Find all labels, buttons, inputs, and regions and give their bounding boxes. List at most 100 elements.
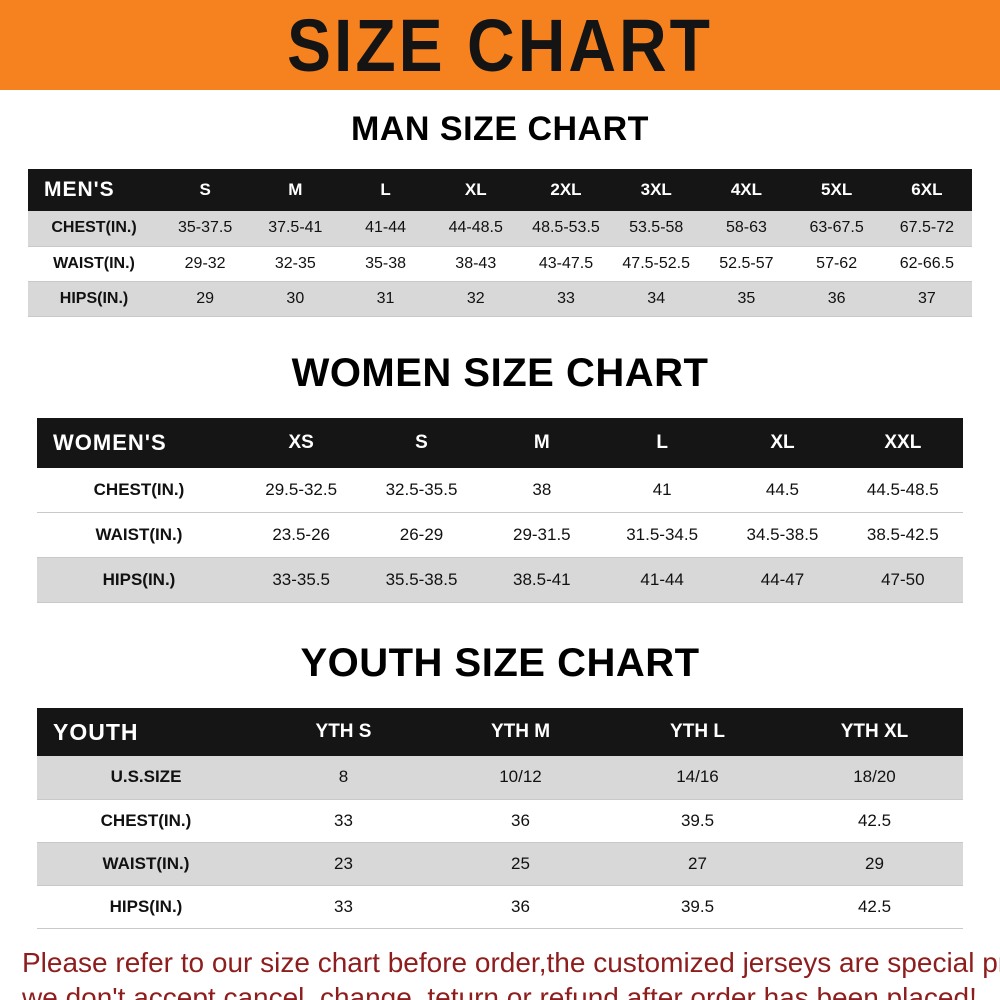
mens-size-header: S bbox=[160, 169, 251, 211]
size-value-cell: 25 bbox=[432, 842, 609, 886]
size-value-cell: 33 bbox=[520, 281, 612, 317]
row-label-cell: WAIST(IN.) bbox=[37, 842, 255, 886]
mens-size-header: M bbox=[250, 169, 341, 211]
womens-size-header: XL bbox=[722, 417, 843, 468]
mens-size-header: 3XL bbox=[611, 169, 702, 211]
womens-corner-header: WOMEN'S bbox=[37, 417, 241, 468]
size-value-cell: 41 bbox=[601, 467, 723, 513]
size-value-cell: 57-62 bbox=[791, 246, 882, 282]
row-label-cell: U.S.SIZE bbox=[37, 756, 255, 800]
womens-size-table: WOMEN'S XS S M L XL XXL CHEST(IN.) 29.5-… bbox=[37, 417, 963, 603]
youth-ussize-row: U.S.SIZE 8 10/12 14/16 18/20 bbox=[37, 756, 963, 800]
youth-section-heading: YOUTH SIZE CHART bbox=[300, 641, 700, 685]
size-value-cell: 8 bbox=[255, 756, 432, 800]
size-value-cell: 30 bbox=[250, 281, 341, 317]
youth-size-header: YTH L bbox=[609, 708, 786, 756]
row-label-cell: HIPS(IN.) bbox=[28, 281, 160, 317]
size-value-cell: 36 bbox=[791, 281, 882, 317]
womens-size-header: XXL bbox=[842, 417, 963, 468]
size-value-cell: 42.5 bbox=[786, 885, 963, 929]
size-value-cell: 37 bbox=[881, 281, 972, 317]
footer-note: Please refer to our size chart before or… bbox=[0, 945, 1000, 1000]
size-value-cell: 38 bbox=[481, 467, 602, 513]
mens-waist-row: WAIST(IN.) 29-32 32-35 35-38 38-43 43-47… bbox=[28, 246, 972, 282]
mens-size-header: L bbox=[340, 169, 431, 211]
size-value-cell: 38-43 bbox=[430, 246, 521, 282]
size-value-cell: 23 bbox=[255, 842, 432, 886]
womens-waist-row: WAIST(IN.) 23.5-26 26-29 29-31.5 31.5-34… bbox=[37, 512, 963, 558]
row-label-cell: CHEST(IN.) bbox=[37, 799, 255, 843]
size-value-cell: 33 bbox=[255, 885, 432, 929]
size-value-cell: 38.5-41 bbox=[481, 557, 602, 603]
banner: SIZE CHART bbox=[0, 0, 1000, 90]
mens-size-header: 5XL bbox=[791, 169, 882, 211]
youth-hips-row: HIPS(IN.) 33 36 39.5 42.5 bbox=[37, 885, 963, 929]
womens-size-header: L bbox=[601, 417, 723, 468]
size-value-cell: 34 bbox=[611, 281, 702, 317]
size-value-cell: 29.5-32.5 bbox=[241, 467, 362, 513]
women-section: WOMEN SIZE CHART WOMEN'S XS S M L XL XXL… bbox=[0, 350, 1000, 603]
size-value-cell: 31.5-34.5 bbox=[601, 512, 723, 558]
women-section-heading: WOMEN SIZE CHART bbox=[291, 350, 709, 395]
page-title: SIZE CHART bbox=[287, 3, 713, 87]
size-value-cell: 14/16 bbox=[609, 756, 786, 800]
womens-hips-row: HIPS(IN.) 33-35.5 35.5-38.5 38.5-41 41-4… bbox=[37, 557, 963, 603]
youth-corner-header: YOUTH bbox=[37, 708, 255, 756]
row-label-cell: WAIST(IN.) bbox=[37, 512, 241, 558]
size-value-cell: 39.5 bbox=[609, 885, 786, 929]
size-value-cell: 44.5 bbox=[722, 467, 843, 513]
youth-chest-row: CHEST(IN.) 33 36 39.5 42.5 bbox=[37, 799, 963, 843]
size-value-cell: 52.5-57 bbox=[701, 246, 792, 282]
size-value-cell: 35-38 bbox=[340, 246, 431, 282]
row-label-cell: CHEST(IN.) bbox=[28, 211, 160, 247]
footer-line-1: Please refer to our size chart before or… bbox=[22, 946, 1000, 978]
size-value-cell: 10/12 bbox=[432, 756, 609, 800]
youth-size-header: YTH XL bbox=[786, 708, 963, 756]
youth-section: YOUTH SIZE CHART YOUTH YTH S YTH M YTH L… bbox=[0, 641, 1000, 929]
youth-size-header: YTH S bbox=[255, 708, 432, 756]
size-value-cell: 32-35 bbox=[250, 246, 341, 282]
size-value-cell: 26-29 bbox=[361, 512, 482, 558]
youth-size-header: YTH M bbox=[432, 708, 609, 756]
youth-waist-row: WAIST(IN.) 23 25 27 29 bbox=[37, 842, 963, 886]
size-value-cell: 29 bbox=[786, 842, 963, 886]
size-value-cell: 44-47 bbox=[722, 557, 843, 603]
size-value-cell: 58-63 bbox=[701, 211, 792, 247]
size-value-cell: 36 bbox=[432, 799, 609, 843]
womens-chest-row: CHEST(IN.) 29.5-32.5 32.5-35.5 38 41 44.… bbox=[37, 467, 963, 513]
size-value-cell: 39.5 bbox=[609, 799, 786, 843]
mens-size-table: MEN'S S M L XL 2XL 3XL 4XL 5XL 6XL CHEST… bbox=[28, 169, 972, 317]
size-value-cell: 38.5-42.5 bbox=[842, 512, 963, 558]
size-value-cell: 42.5 bbox=[786, 799, 963, 843]
size-value-cell: 18/20 bbox=[786, 756, 963, 800]
man-section-heading: MAN SIZE CHART bbox=[351, 110, 649, 148]
size-value-cell: 34.5-38.5 bbox=[722, 512, 843, 558]
size-value-cell: 41-44 bbox=[340, 211, 431, 247]
row-label-cell: HIPS(IN.) bbox=[37, 557, 241, 603]
size-value-cell: 29 bbox=[160, 281, 251, 317]
footer-line-2: we don't accept cancel, change, teturn o… bbox=[22, 981, 977, 1000]
mens-size-header: XL bbox=[430, 169, 521, 211]
size-value-cell: 37.5-41 bbox=[250, 211, 341, 247]
size-value-cell: 63-67.5 bbox=[791, 211, 882, 247]
size-value-cell: 53.5-58 bbox=[611, 211, 702, 247]
size-value-cell: 62-66.5 bbox=[881, 246, 972, 282]
size-value-cell: 32 bbox=[430, 281, 521, 317]
size-value-cell: 29-32 bbox=[160, 246, 251, 282]
row-label-cell: CHEST(IN.) bbox=[37, 467, 241, 513]
size-value-cell: 32.5-35.5 bbox=[361, 467, 482, 513]
mens-size-header: 6XL bbox=[881, 169, 972, 211]
size-value-cell: 31 bbox=[340, 281, 431, 317]
size-value-cell: 44-48.5 bbox=[430, 211, 521, 247]
size-value-cell: 35-37.5 bbox=[160, 211, 251, 247]
row-label-cell: WAIST(IN.) bbox=[28, 246, 160, 282]
size-value-cell: 23.5-26 bbox=[241, 512, 362, 558]
mens-chest-row: CHEST(IN.) 35-37.5 37.5-41 41-44 44-48.5… bbox=[28, 211, 972, 247]
youth-header-row: YOUTH YTH S YTH M YTH L YTH XL bbox=[37, 708, 963, 756]
size-value-cell: 35.5-38.5 bbox=[361, 557, 482, 603]
size-value-cell: 36 bbox=[432, 885, 609, 929]
size-value-cell: 48.5-53.5 bbox=[520, 211, 612, 247]
womens-size-header: M bbox=[481, 417, 602, 468]
mens-corner-header: MEN'S bbox=[28, 169, 160, 211]
